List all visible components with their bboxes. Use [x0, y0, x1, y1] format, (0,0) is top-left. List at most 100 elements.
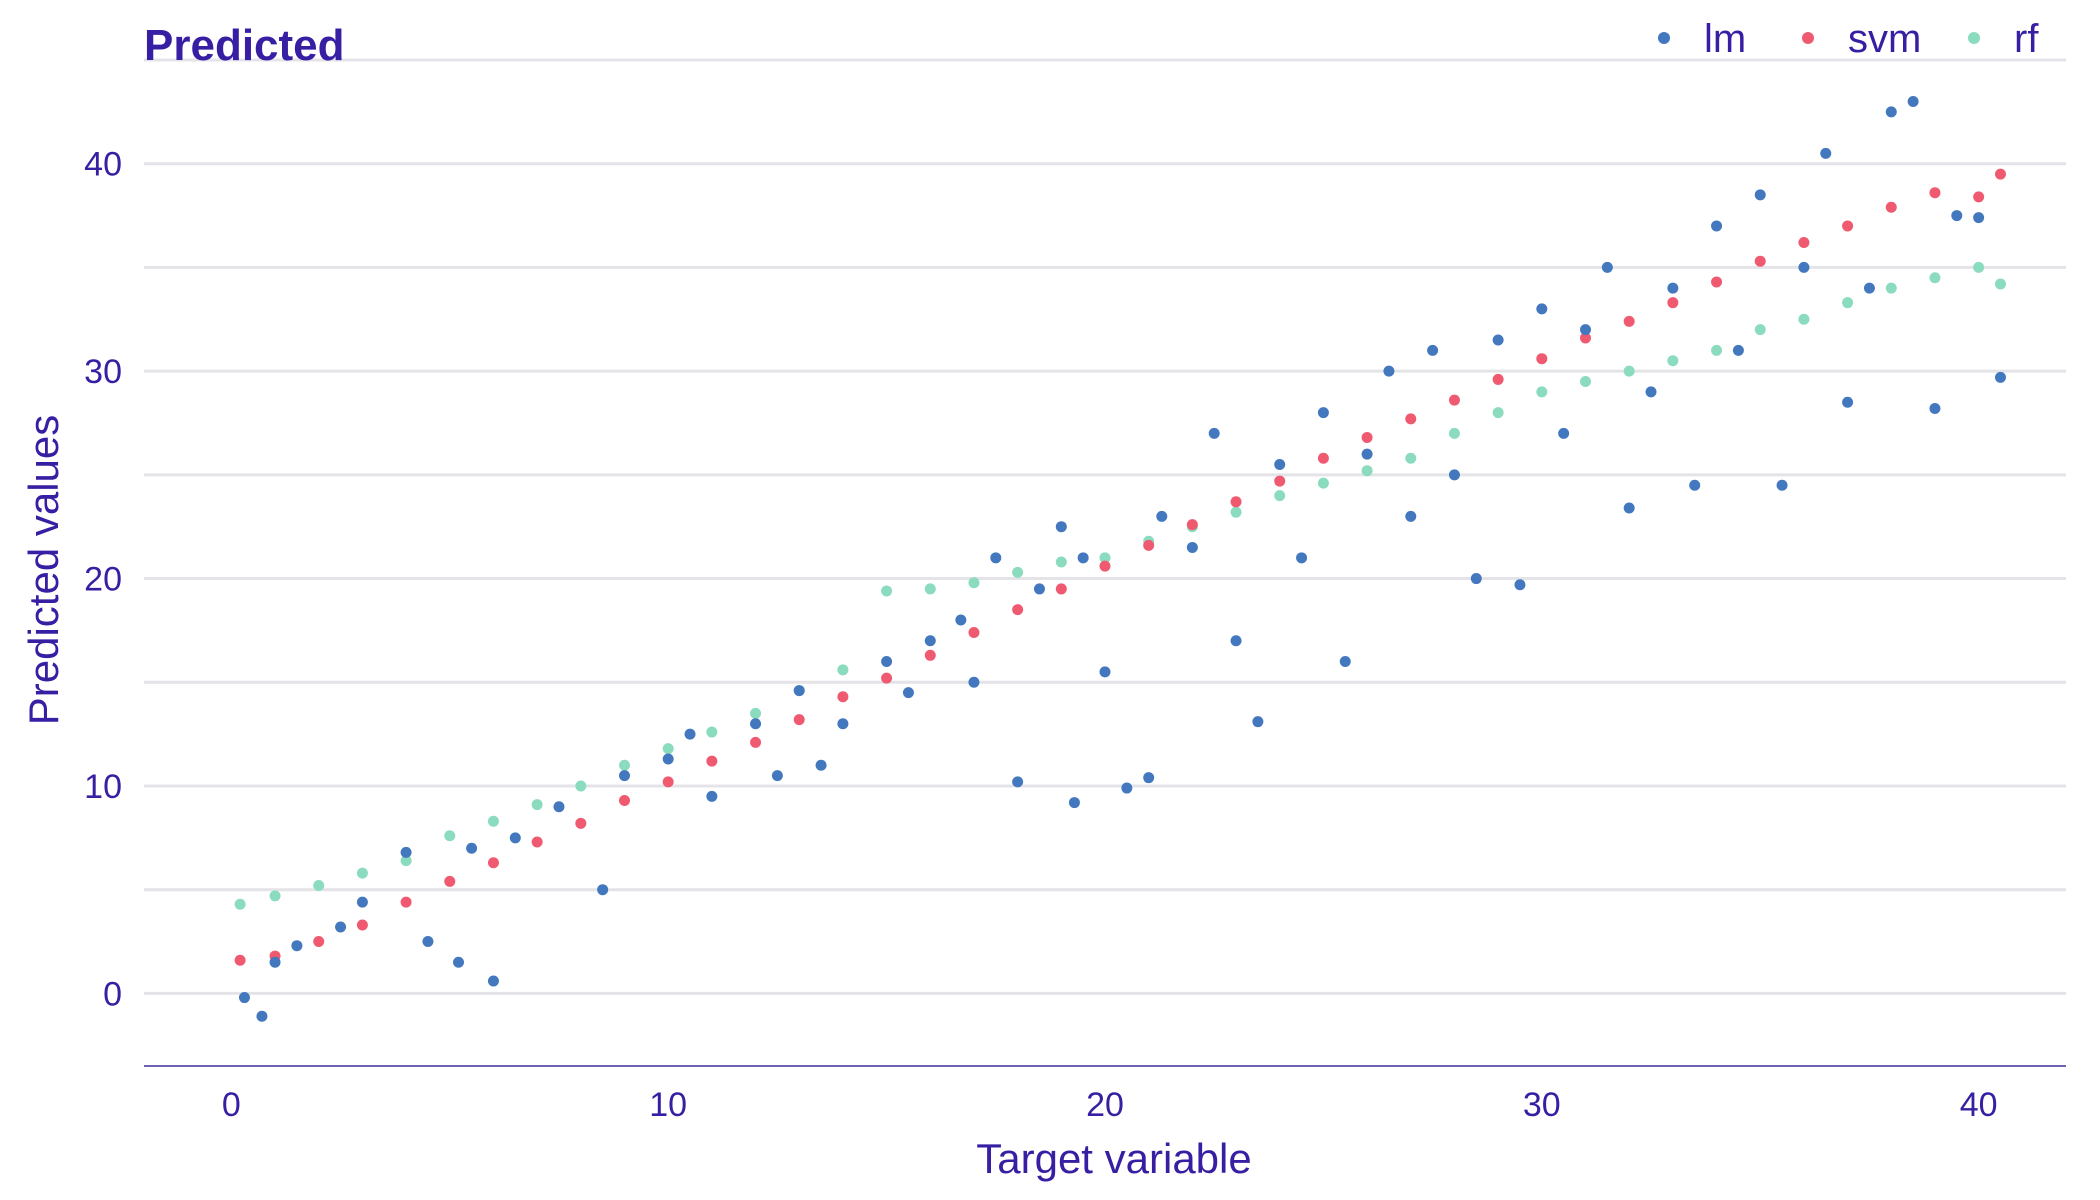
point-svm — [1973, 191, 1985, 203]
point-lm — [881, 656, 893, 668]
point-rf — [1994, 278, 2006, 290]
point-svm — [1580, 332, 1591, 344]
point-lm — [1580, 324, 1591, 336]
legend-label-rf: rf — [2014, 17, 2039, 61]
legend-label-lm: lm — [1704, 17, 1746, 61]
point-lm — [400, 846, 412, 858]
point-lm — [1448, 469, 1460, 481]
point-lm — [955, 614, 967, 626]
point-lm — [1732, 344, 1744, 356]
point-svm — [575, 817, 587, 829]
point-lm — [968, 676, 980, 688]
point-lm — [1143, 772, 1155, 784]
point-lm — [509, 832, 521, 844]
point-lm — [1601, 261, 1613, 273]
point-lm — [793, 685, 805, 697]
legend-label-svm: svm — [1848, 17, 1921, 61]
point-lm — [238, 992, 250, 1004]
point-lm — [269, 956, 281, 968]
point-lm — [662, 753, 674, 765]
legend-marker-lm — [1658, 32, 1670, 44]
point-rf — [1798, 313, 1810, 325]
point-rf — [1929, 272, 1941, 284]
x-tick-label: 40 — [1960, 1086, 1998, 1124]
grid-lines — [144, 58, 2066, 995]
point-svm — [234, 954, 246, 966]
point-lm — [597, 884, 609, 896]
x-tick-label: 10 — [649, 1086, 687, 1124]
point-lm — [1645, 386, 1657, 398]
point-rf — [619, 759, 630, 771]
point-svm — [1492, 373, 1504, 385]
point-lm — [1383, 365, 1395, 377]
point-lm — [1156, 510, 1168, 522]
point-rf — [1842, 297, 1854, 309]
point-lm — [1361, 448, 1373, 460]
x-axis-ticks: 0 10 20 30 40 — [222, 1086, 1998, 1124]
x-tick-label: 20 — [1086, 1086, 1124, 1124]
y-tick-label: 10 — [84, 768, 122, 806]
point-lm — [1558, 427, 1570, 439]
y-tick-label: 30 — [84, 353, 122, 391]
point-svm — [837, 691, 849, 703]
point-lm — [1121, 782, 1133, 794]
point-lm — [1012, 776, 1024, 788]
point-svm — [1317, 452, 1329, 464]
point-rf — [531, 799, 543, 811]
point-rf — [234, 898, 246, 910]
point-lm — [1405, 510, 1417, 522]
point-lm — [1973, 212, 1985, 224]
point-rf — [1055, 556, 1067, 568]
point-lm — [1317, 407, 1329, 419]
point-rf — [400, 855, 412, 867]
point-rf — [269, 890, 281, 902]
point-rf — [924, 583, 936, 595]
point-rf — [356, 867, 368, 879]
x-tick-label: 30 — [1523, 1086, 1561, 1124]
point-lm — [1274, 458, 1286, 470]
point-lm — [1842, 396, 1854, 408]
point-lm — [356, 896, 368, 908]
point-rf — [1448, 427, 1460, 439]
point-lm — [1907, 95, 1919, 107]
point-lm — [1230, 635, 1242, 647]
point-svm — [1798, 237, 1810, 249]
point-lm — [1492, 334, 1504, 346]
point-lm — [1689, 479, 1701, 491]
point-svm — [313, 936, 325, 948]
point-lm — [1863, 282, 1875, 294]
point-svm — [1711, 276, 1723, 288]
point-svm — [1274, 475, 1286, 487]
point-rf — [881, 585, 893, 597]
point-svm — [1361, 432, 1373, 444]
point-rf — [1754, 324, 1766, 336]
point-svm — [1754, 255, 1766, 267]
point-svm — [1405, 413, 1417, 425]
point-lm — [1929, 402, 1941, 414]
data-points — [234, 95, 2006, 1022]
y-tick-label: 20 — [84, 561, 122, 599]
point-rf — [662, 743, 674, 755]
chart-title: Predicted — [144, 21, 345, 70]
y-axis-ticks: 0 10 20 30 40 — [84, 146, 122, 1014]
point-lm — [684, 728, 696, 740]
point-lm — [1776, 479, 1788, 491]
x-tick-label: 0 — [222, 1086, 241, 1124]
point-svm — [1885, 201, 1897, 213]
point-rf — [1711, 344, 1723, 356]
point-rf — [1230, 506, 1242, 518]
point-lm — [1068, 797, 1080, 809]
point-lm — [902, 687, 914, 699]
y-axis-title: Predicted values — [20, 415, 67, 726]
point-svm — [531, 836, 543, 848]
point-lm — [1711, 220, 1723, 232]
point-rf — [1099, 552, 1111, 564]
point-lm — [1296, 552, 1308, 564]
point-lm — [1951, 210, 1963, 222]
point-rf — [487, 815, 499, 827]
point-svm — [750, 736, 762, 748]
point-rf — [1623, 365, 1635, 377]
y-tick-label: 40 — [84, 146, 122, 184]
point-svm — [1994, 168, 2006, 180]
